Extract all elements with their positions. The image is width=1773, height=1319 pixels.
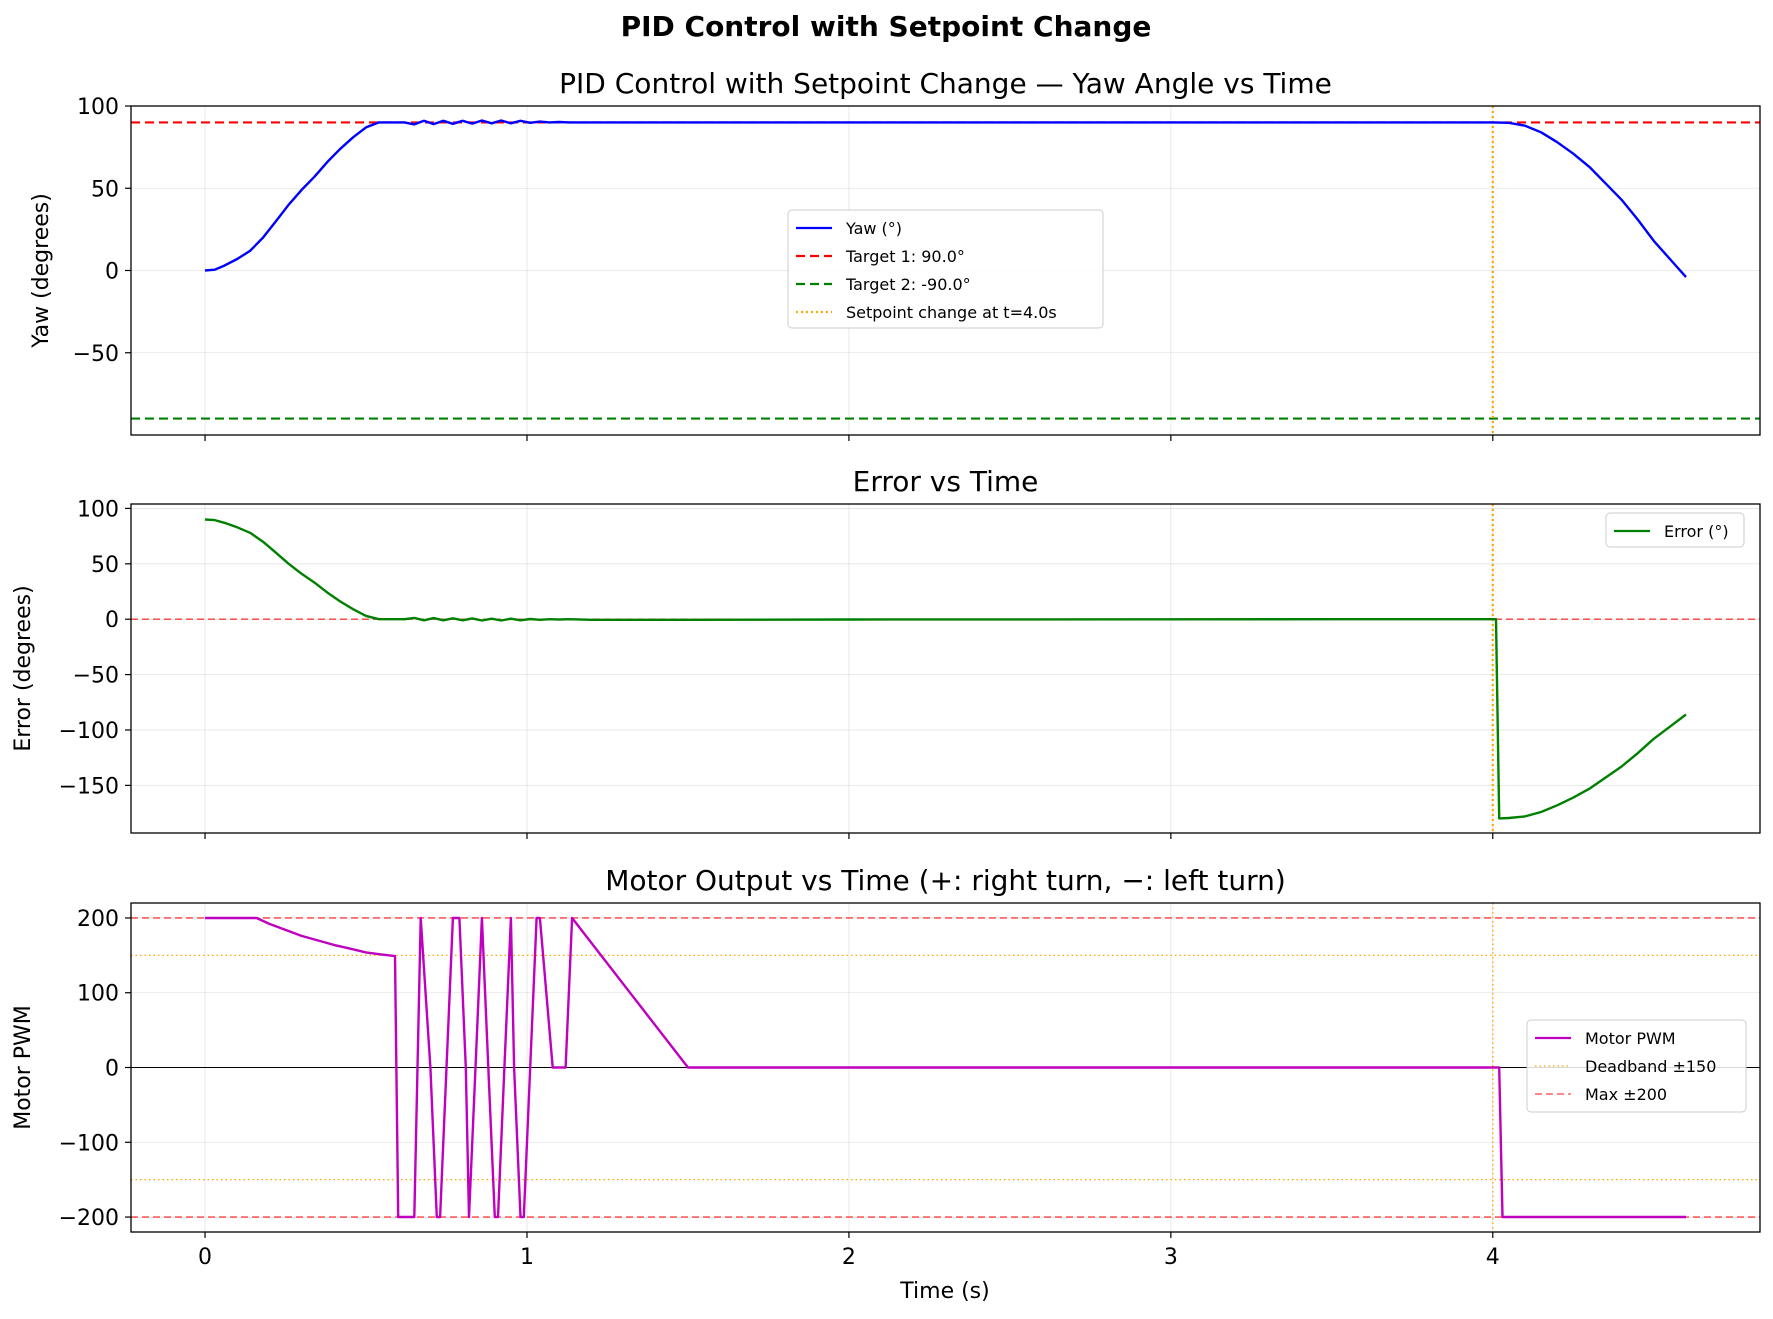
figure-suptitle: PID Control with Setpoint Change xyxy=(621,10,1152,43)
y-tick-label: 200 xyxy=(77,907,119,932)
y-axis-label: Yaw (degrees) xyxy=(29,193,54,349)
legend-box xyxy=(1605,512,1745,548)
panel-3: 0 1 2 3 4 200 100 0 −100 −200 Motor Output vs Time… xyxy=(11,864,1761,1270)
figure-xlabel: Time (s) xyxy=(899,1279,989,1304)
plot-area xyxy=(131,504,1760,833)
legend-box xyxy=(787,209,1104,329)
panel-2: 100 50 0 −50 −100 −150 Error vs Time Error (deg… xyxy=(11,465,1761,839)
legend: Yaw (°) Target 1: 90.0° Target 2: -90.0° Se… xyxy=(787,209,1104,329)
legend-label: Deadband ±150 xyxy=(1585,1057,1716,1076)
series-line xyxy=(204,518,1687,820)
x-tick-label: 4 xyxy=(1486,1245,1500,1270)
y-axis-label: Motor PWM xyxy=(11,1005,36,1130)
legend-box xyxy=(1526,1019,1747,1113)
y-tick-label: −100 xyxy=(59,719,119,744)
panel-title: Motor Output vs Time (+: right turn, −: … xyxy=(605,864,1286,897)
panel-title: Error vs Time xyxy=(853,465,1039,498)
axes-frame xyxy=(130,503,1761,834)
legend-label: Error (°) xyxy=(1664,522,1729,541)
y-tick-label: −50 xyxy=(73,342,119,367)
y-tick-label: −150 xyxy=(59,774,119,799)
x-tick-label: 0 xyxy=(198,1245,212,1270)
legend: Error (°) xyxy=(1605,512,1745,548)
legend-label: Max ±200 xyxy=(1585,1085,1667,1104)
plot-area xyxy=(131,903,1760,1232)
y-tick-label: −50 xyxy=(73,664,119,689)
legend-label: Motor PWM xyxy=(1585,1029,1676,1048)
legend: Motor PWM Deadband ±150 Max ±200 xyxy=(1526,1019,1747,1113)
y-tick-label: −100 xyxy=(59,1131,119,1156)
x-tick-label: 1 xyxy=(520,1245,534,1270)
series-line xyxy=(204,119,1687,278)
series-line xyxy=(205,916,1686,1219)
legend-label: Target 1: 90.0° xyxy=(845,247,965,266)
y-tick-label: 100 xyxy=(77,982,119,1007)
y-tick-label: −200 xyxy=(59,1206,119,1231)
legend-label: Setpoint change at t=4.0s xyxy=(846,303,1057,322)
legend-label: Target 2: -90.0° xyxy=(845,275,971,294)
y-tick-label: 0 xyxy=(105,260,119,285)
legend-label: Yaw (°) xyxy=(845,219,902,238)
plot-area xyxy=(131,106,1760,435)
y-axis-label: Error (degrees) xyxy=(11,585,36,751)
y-tick-label: 0 xyxy=(105,1057,119,1082)
panel-title: PID Control with Setpoint Change — Yaw A… xyxy=(559,67,1332,100)
y-tick-label: 50 xyxy=(91,177,119,202)
x-tick-label: 3 xyxy=(1164,1245,1178,1270)
y-tick-label: 50 xyxy=(91,553,119,578)
y-tick-label: 0 xyxy=(105,608,119,633)
y-tick-label: 100 xyxy=(77,497,119,522)
y-tick-label: 100 xyxy=(77,95,119,120)
x-tick-label: 2 xyxy=(842,1245,856,1270)
panel-1: 100 50 0 −50 PID Control with Setpoint Chang… xyxy=(29,67,1761,441)
